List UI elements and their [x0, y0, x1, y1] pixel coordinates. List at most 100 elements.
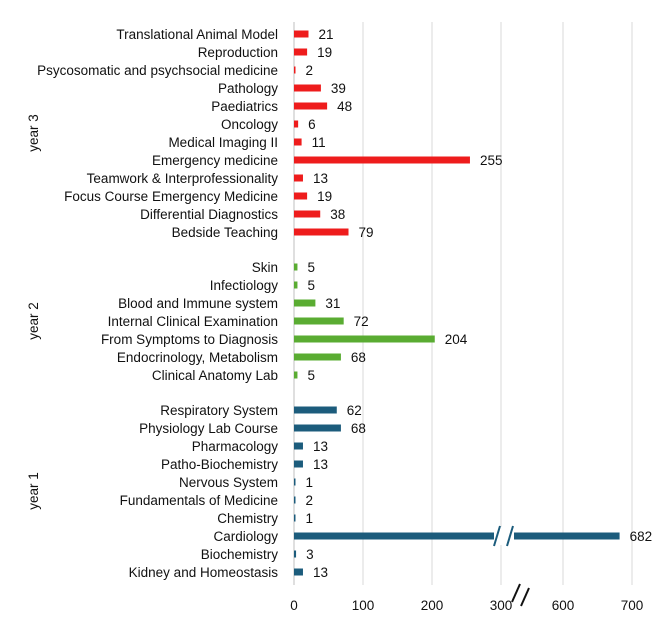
data-label: 5	[307, 368, 315, 383]
category-label: From Symptoms to Diagnosis	[101, 332, 278, 347]
bar	[294, 299, 316, 307]
bar	[294, 281, 298, 289]
data-label: 255	[480, 153, 503, 168]
bar	[294, 228, 349, 236]
group-label: year 2	[26, 302, 41, 340]
category-label: Endocrinology, Metabolism	[117, 350, 278, 365]
data-label: 1	[306, 511, 314, 526]
data-label: 3	[306, 547, 314, 562]
bar	[294, 48, 308, 56]
category-label: Respiratory System	[160, 403, 278, 418]
data-label: 13	[313, 565, 328, 580]
bar	[294, 568, 303, 576]
x-tick-label: 200	[421, 598, 444, 613]
bar	[294, 174, 303, 182]
category-label: Emergency medicine	[152, 153, 278, 168]
bar	[294, 424, 341, 432]
bar	[294, 406, 337, 414]
data-label: 5	[307, 260, 315, 275]
data-label: 13	[313, 439, 328, 454]
category-label: Pharmacology	[192, 439, 279, 454]
axis-break-slash	[511, 583, 521, 603]
data-label: 682	[630, 529, 653, 544]
data-label: 204	[445, 332, 468, 347]
data-label: 2	[306, 63, 314, 78]
category-label: Medical Imaging II	[168, 135, 278, 150]
bar	[294, 353, 341, 361]
category-label: Biochemistry	[201, 547, 279, 562]
group-label: year 3	[26, 114, 41, 152]
data-label: 79	[359, 225, 374, 240]
x-tick-label: 100	[352, 598, 375, 613]
bar	[294, 30, 309, 38]
category-label: Reproduction	[198, 45, 278, 60]
category-label: Kidney and Homeostasis	[129, 565, 279, 580]
category-label: Physiology Lab Course	[139, 421, 278, 436]
bar	[294, 84, 321, 92]
data-label: 21	[318, 27, 333, 42]
bar	[294, 210, 321, 218]
bar	[294, 120, 299, 128]
bar	[294, 156, 470, 164]
x-axis-ticks: 0 100 200 300 600 700	[290, 598, 643, 613]
category-labels: Translational Animal Model Reproduction Ps…	[37, 27, 278, 580]
data-label: 72	[354, 314, 369, 329]
data-label: 13	[313, 457, 328, 472]
bars	[294, 30, 620, 576]
data-label: 5	[307, 278, 315, 293]
category-label: Teamwork & Interprofessionality	[87, 171, 279, 186]
data-label: 11	[312, 135, 326, 150]
group-label: year 1	[26, 472, 41, 510]
x-tick-label: 600	[552, 598, 575, 613]
value-labels: 2119239486112551319387955317220468562681…	[306, 27, 653, 580]
data-label: 68	[351, 421, 366, 436]
category-label: Focus Course Emergency Medicine	[64, 189, 278, 204]
category-label: Translational Animal Model	[116, 27, 278, 42]
category-label: Internal Clinical Examination	[108, 314, 278, 329]
data-label: 19	[317, 189, 332, 204]
data-label: 6	[308, 117, 316, 132]
bar	[294, 192, 308, 200]
category-label: Skin	[252, 260, 278, 275]
category-label: Oncology	[221, 117, 278, 132]
data-label: 62	[347, 403, 362, 418]
category-label: Cardiology	[213, 529, 278, 544]
data-label: 13	[313, 171, 328, 186]
data-label: 39	[331, 81, 346, 96]
break-slash	[506, 525, 514, 547]
bar	[294, 514, 296, 522]
data-label: 38	[330, 207, 345, 222]
category-label: Clinical Anatomy Lab	[152, 368, 278, 383]
category-label: Patho-Biochemistry	[161, 457, 278, 472]
bar	[294, 478, 296, 486]
category-label: Bedside Teaching	[172, 225, 278, 240]
bar	[294, 442, 303, 450]
bar	[294, 138, 302, 146]
bar	[294, 317, 344, 325]
group-labels: year 3 year 2 year 1	[26, 114, 41, 510]
category-label: Pathology	[218, 81, 278, 96]
axis-break-marks	[493, 525, 530, 607]
x-tick-label: 0	[290, 598, 298, 613]
category-label: Differential Diagnostics	[140, 207, 278, 222]
bar	[294, 371, 298, 379]
bar	[294, 335, 435, 343]
bar	[294, 66, 296, 74]
category-label: Nervous System	[179, 475, 278, 490]
x-tick-label: 700	[621, 598, 644, 613]
bar	[294, 460, 303, 468]
category-label: Paediatrics	[211, 99, 278, 114]
category-label: Fundamentals of Medicine	[120, 493, 278, 508]
category-label: Infectiology	[210, 278, 279, 293]
data-label: 31	[325, 296, 340, 311]
bar	[294, 102, 328, 110]
data-label: 1	[306, 475, 314, 490]
break-slash	[493, 525, 501, 547]
bar	[294, 550, 297, 558]
data-label: 68	[351, 350, 366, 365]
axis-break-slash	[520, 587, 530, 607]
category-label: Chemistry	[217, 511, 278, 526]
bar	[294, 263, 298, 271]
x-tick-label: 300	[490, 598, 513, 613]
